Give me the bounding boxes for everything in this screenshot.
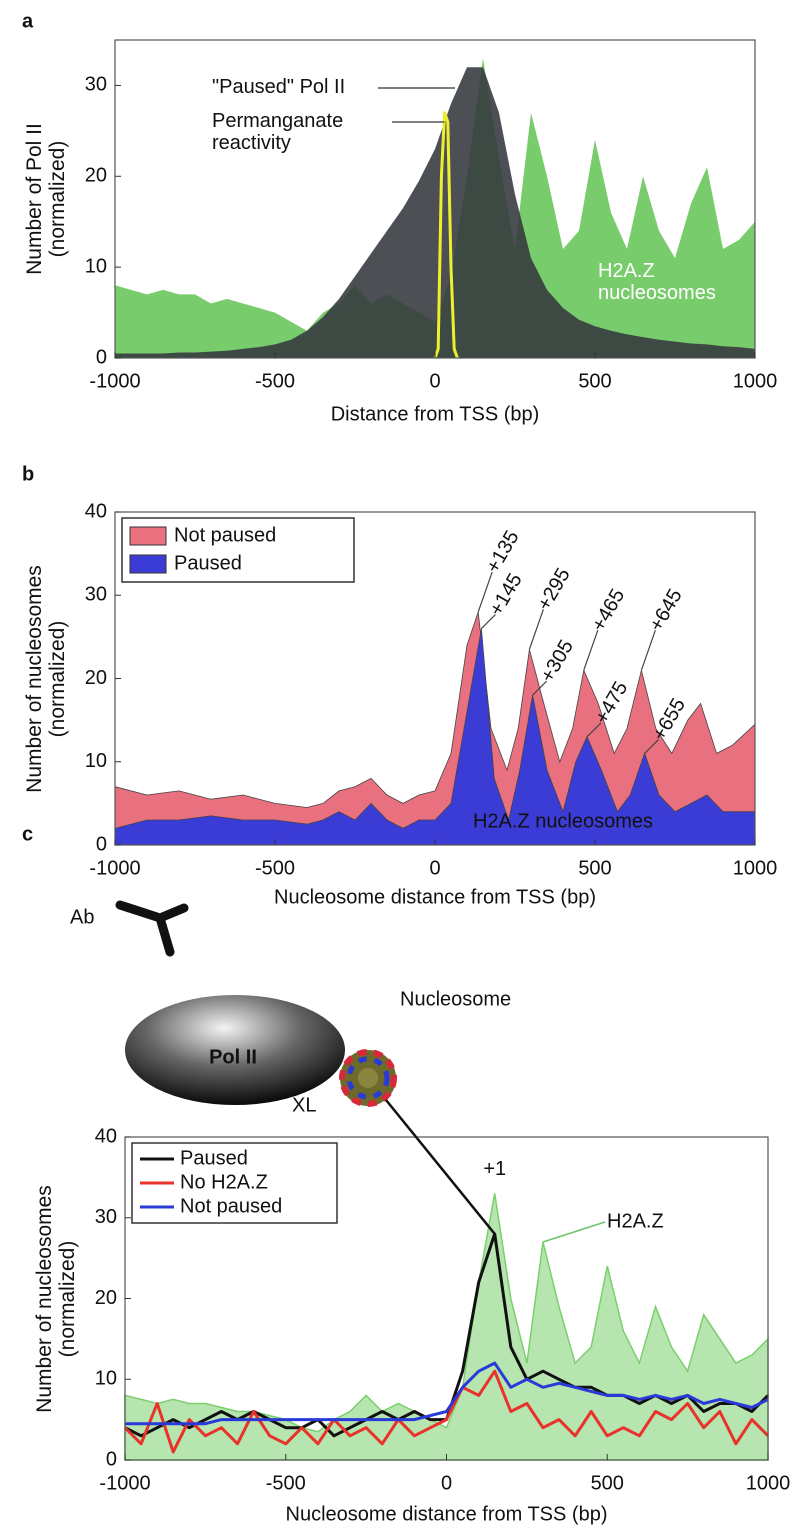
legend-label: Paused [174,552,242,574]
x-tick-label: 500 [578,857,611,879]
x-tick-label: 500 [591,1472,624,1494]
legend-swatch [129,554,167,574]
legend-swatch [129,526,167,546]
legend-label: Not paused [180,1195,282,1217]
panel-letter: a [22,10,34,32]
y-axis-label: Number of Pol II (normalized) [22,123,69,275]
x-tick-label: 1000 [733,370,778,392]
y-tick-label: 40 [85,500,107,522]
legend-label: No H2A.Z [180,1171,268,1193]
y-tick-label: 10 [95,1368,117,1390]
leader-line [532,680,548,696]
diagram-label: Nucleosome [400,988,511,1010]
y-tick-label: 0 [96,346,107,368]
y-tick-label: 10 [85,255,107,277]
panel-letter: b [22,463,34,485]
dna-strand [339,1049,397,1107]
annotation: +1 [483,1158,506,1180]
diagram-label: Pol II [209,1046,257,1068]
diagram [115,900,397,1107]
leader-line [477,571,493,613]
y-axis-label: Number of nucleosomes (normalized) [32,1184,79,1413]
legend-label: Not paused [174,524,276,546]
leader-line [385,1099,496,1235]
y-tick-label: 30 [85,74,107,96]
x-tick-label: -500 [255,370,295,392]
x-tick-label: -1000 [89,370,140,392]
y-tick-label: 0 [96,833,107,855]
dna-strand [346,1056,390,1100]
line [433,111,459,359]
y-tick-label: 20 [95,1287,117,1309]
y-axis-label: Number of nucleosomes (normalized) [22,564,69,793]
pol-ii-shape [125,995,345,1105]
y-tick-label: 40 [95,1125,117,1147]
x-tick-label: -1000 [99,1472,150,1494]
leader-line [480,614,496,629]
series-label: H2A.Z nucleosomes [598,260,716,304]
series-label: "Paused" Pol II [212,76,346,98]
series-label: H2A.Z [607,1210,664,1232]
leader-line [583,629,599,671]
y-tick-label: 10 [85,750,107,772]
area [114,628,756,846]
x-tick-label: 0 [429,857,440,879]
leader-line [640,629,656,671]
leader-line [528,609,544,650]
x-axis-label: Distance from TSS (bp) [331,403,540,425]
x-tick-label: 0 [441,1472,452,1494]
area [115,58,755,358]
panel-letter: c [22,823,33,845]
series-label: Permanganate reactivity [212,110,344,154]
y-tick-label: 30 [85,584,107,606]
leader-line [586,722,602,738]
y-tick-label: 20 [85,165,107,187]
x-tick-label: 1000 [733,857,778,879]
annotation: H2A.Z nucleosomes [473,810,653,832]
line [123,1369,770,1454]
x-tick-label: -500 [255,857,295,879]
x-tick-label: 1000 [746,1472,791,1494]
y-tick-label: 20 [85,667,107,689]
antibody-shape [115,900,189,957]
y-tick-label: 0 [106,1448,117,1470]
area [124,1193,769,1461]
x-axis-label: Nucleosome distance from TSS (bp) [274,886,596,908]
leader-line [542,1221,606,1243]
x-tick-label: -1000 [89,857,140,879]
histone-beads [358,1068,378,1088]
x-tick-label: 0 [429,370,440,392]
area [115,67,755,359]
x-axis-label: Nucleosome distance from TSS (bp) [286,1503,608,1525]
diagram-label: XL [292,1094,316,1116]
legend-label: Paused [180,1147,248,1169]
line [125,1361,769,1426]
x-tick-label: -500 [266,1472,306,1494]
x-tick-label: 500 [578,370,611,392]
y-tick-label: 30 [95,1206,117,1228]
leader-line [644,739,660,754]
diagram-label: Ab [70,906,94,928]
